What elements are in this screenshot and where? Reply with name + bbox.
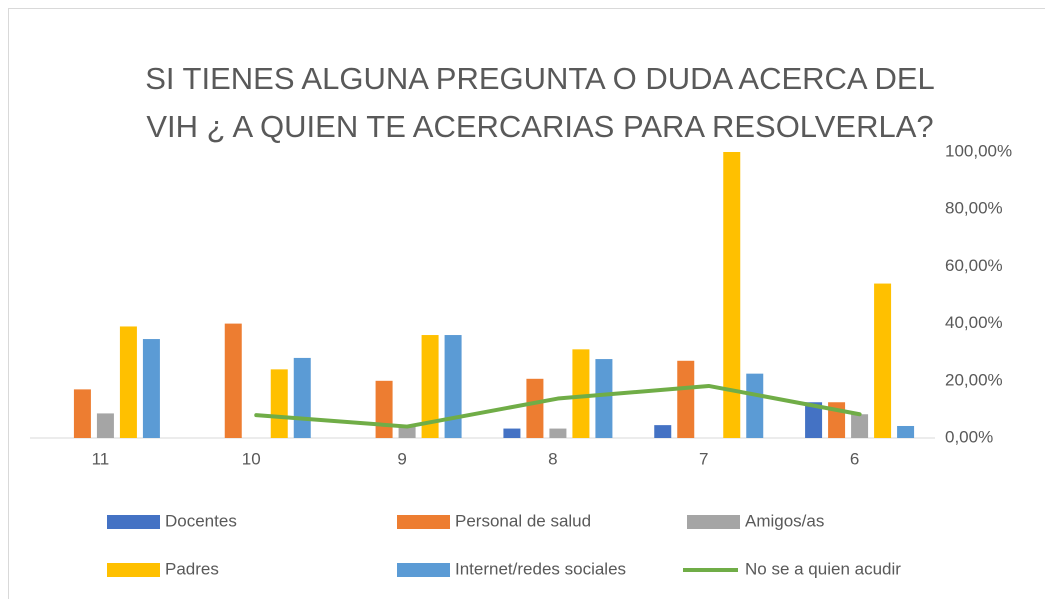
bar xyxy=(73,389,91,438)
x-tick-label: 9 xyxy=(397,449,406,468)
legend-label: Internet/redes sociales xyxy=(455,559,626,578)
legend-label: No se a quien acudir xyxy=(745,559,901,578)
y-tick-label: 80,00% xyxy=(945,199,1003,218)
bar xyxy=(595,359,613,438)
bar xyxy=(293,357,311,438)
bar xyxy=(444,335,462,438)
y-tick-label: 60,00% xyxy=(945,256,1003,275)
legend-swatch xyxy=(107,515,160,529)
bar xyxy=(270,369,288,438)
bar xyxy=(96,413,114,438)
bar xyxy=(805,402,823,438)
legend-swatch xyxy=(397,563,450,577)
bar xyxy=(224,323,242,438)
bar xyxy=(398,426,416,438)
y-tick-label: 20,00% xyxy=(945,370,1003,389)
bar xyxy=(654,425,672,438)
legend-label: Amigos/as xyxy=(745,511,824,530)
x-tick-label: 10 xyxy=(242,449,261,468)
chart-border xyxy=(8,8,1045,599)
bar xyxy=(897,425,915,438)
x-tick-label: 11 xyxy=(92,449,110,468)
bar xyxy=(375,380,393,438)
x-tick-label: 7 xyxy=(699,449,708,468)
legend-swatch xyxy=(687,515,740,529)
legend-swatch xyxy=(107,563,160,577)
legend-swatch xyxy=(397,515,450,529)
legend-label: Personal de salud xyxy=(455,511,591,530)
x-tick-label: 8 xyxy=(548,449,557,468)
legend-label: Padres xyxy=(165,559,219,578)
bar xyxy=(503,428,521,438)
bar xyxy=(526,378,544,438)
bar xyxy=(874,283,892,438)
bar xyxy=(851,414,869,438)
y-tick-label: 40,00% xyxy=(945,313,1003,332)
bar xyxy=(746,373,764,438)
bar xyxy=(421,335,439,438)
y-tick-label: 0,00% xyxy=(945,427,993,446)
bar xyxy=(677,360,695,438)
chart-title: SI TIENES ALGUNA PREGUNTA O DUDA ACERCA … xyxy=(145,61,935,144)
bar xyxy=(572,349,590,438)
y-tick-label: 100,00% xyxy=(945,141,1012,160)
bar xyxy=(142,339,160,438)
bar xyxy=(549,428,567,438)
line-series xyxy=(254,383,862,429)
bar xyxy=(119,326,137,438)
bar xyxy=(723,152,741,438)
legend-label: Docentes xyxy=(165,511,237,530)
x-tick-label: 6 xyxy=(850,449,859,468)
